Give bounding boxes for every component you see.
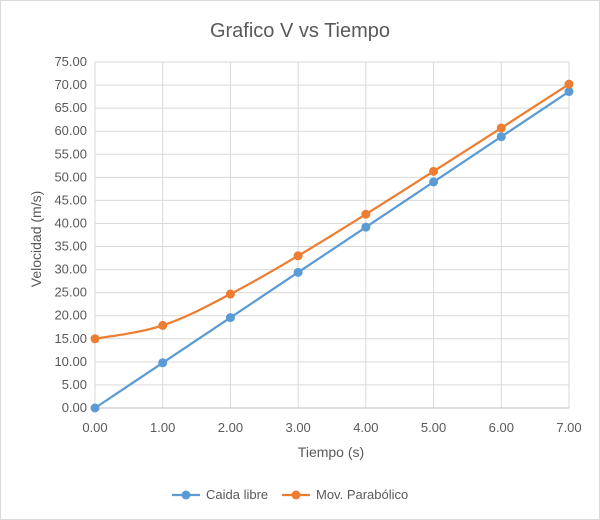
legend: Caida libre Mov. Parabólico bbox=[172, 487, 408, 502]
x-tick-label: 3.00 bbox=[285, 420, 310, 435]
data-point-series-1 bbox=[293, 251, 303, 261]
y-tick-label: 40.00 bbox=[54, 215, 87, 230]
chart-title: Grafico V vs Tiempo bbox=[210, 20, 390, 42]
x-tick-label: 1.00 bbox=[150, 420, 175, 435]
x-tick-label: 0.00 bbox=[82, 420, 107, 435]
y-tick-label: 20.00 bbox=[54, 308, 87, 323]
data-point-series-1 bbox=[361, 209, 371, 219]
data-point-series-1 bbox=[90, 334, 100, 344]
series-layer bbox=[90, 79, 574, 413]
y-tick-label: 65.00 bbox=[54, 100, 87, 115]
y-tick-label: 5.00 bbox=[62, 377, 87, 392]
data-point-series-0 bbox=[564, 87, 574, 97]
data-point-series-1 bbox=[158, 320, 168, 330]
legend-marker-0 bbox=[181, 490, 191, 500]
data-point-series-1 bbox=[429, 166, 439, 176]
legend-marker-1 bbox=[291, 490, 301, 500]
y-tick-label: 35.00 bbox=[54, 239, 87, 254]
data-point-series-1 bbox=[564, 79, 574, 89]
y-axis-title: Velocidad (m/s) bbox=[28, 191, 44, 287]
data-point-series-1 bbox=[496, 123, 506, 133]
y-tick-label: 70.00 bbox=[54, 77, 87, 92]
x-axis-title: Tiempo (s) bbox=[298, 444, 364, 460]
series-line-1 bbox=[93, 83, 571, 340]
y-tick-label: 55.00 bbox=[54, 146, 87, 161]
y-tick-label: 25.00 bbox=[54, 285, 87, 300]
data-point-series-0 bbox=[158, 358, 168, 368]
data-point-series-0 bbox=[429, 177, 439, 187]
tick-label-layer: 0.00 5.00 10.00 15.00 20.00 25.00 30.00 35.00 40… bbox=[54, 54, 581, 435]
y-tick-label: 50.00 bbox=[54, 169, 87, 184]
data-point-series-0 bbox=[225, 313, 235, 323]
data-point-series-0 bbox=[361, 222, 371, 232]
data-point-series-1 bbox=[225, 289, 235, 299]
y-tick-label: 60.00 bbox=[54, 123, 87, 138]
x-tick-label: 4.00 bbox=[353, 420, 378, 435]
x-tick-label: 7.00 bbox=[556, 420, 581, 435]
y-tick-label: 0.00 bbox=[62, 400, 87, 415]
grid-layer bbox=[94, 61, 570, 409]
legend-label-0: Caida libre bbox=[206, 487, 268, 502]
y-tick-label: 45.00 bbox=[54, 192, 87, 207]
y-tick-label: 75.00 bbox=[54, 54, 87, 69]
x-tick-label: 6.00 bbox=[489, 420, 514, 435]
x-tick-label: 5.00 bbox=[421, 420, 446, 435]
y-tick-label: 15.00 bbox=[54, 331, 87, 346]
series-line-0 bbox=[93, 90, 571, 410]
y-tick-label: 30.00 bbox=[54, 262, 87, 277]
data-point-series-0 bbox=[90, 403, 100, 413]
data-point-series-0 bbox=[496, 132, 506, 142]
y-tick-label: 10.00 bbox=[54, 354, 87, 369]
legend-label-1: Mov. Parabólico bbox=[316, 487, 408, 502]
data-point-series-0 bbox=[293, 267, 303, 277]
x-tick-label: 2.00 bbox=[218, 420, 243, 435]
